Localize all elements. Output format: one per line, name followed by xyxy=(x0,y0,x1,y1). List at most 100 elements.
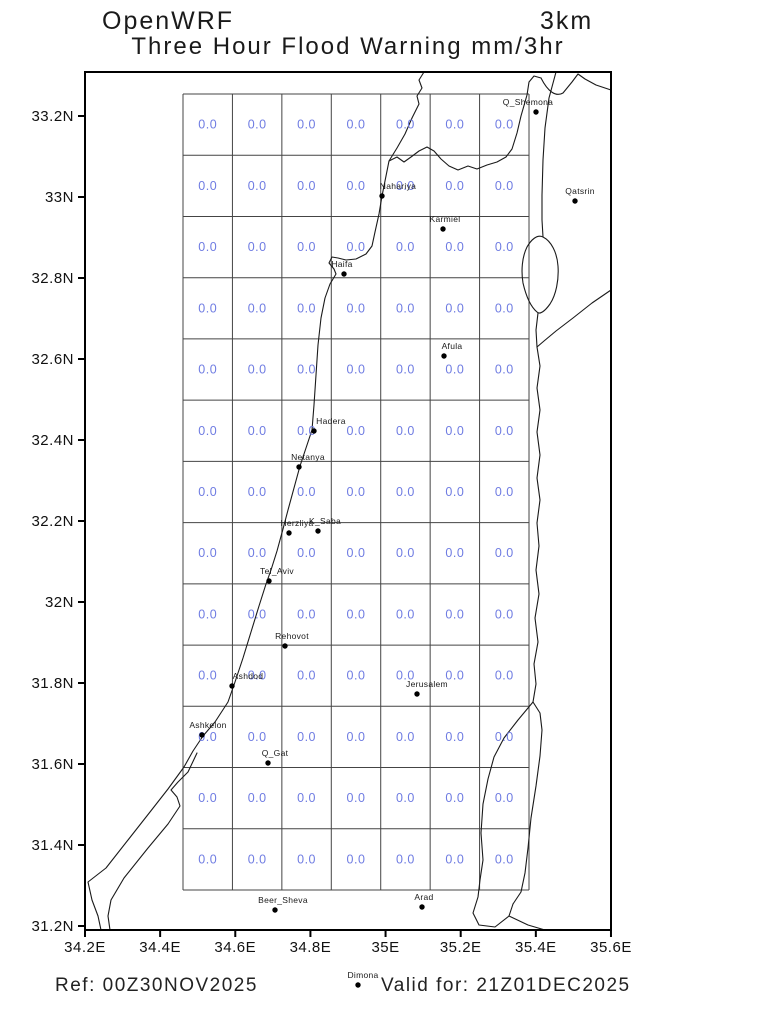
grid-value: 0.0 xyxy=(396,546,415,560)
x-axis-tick-label: 35E xyxy=(371,939,399,956)
city-marker-hadera xyxy=(311,428,317,434)
city-label-rehovot: Rehovot xyxy=(275,631,309,641)
y-axis-tick-label: 32.6N xyxy=(31,351,74,368)
city-label-arad: Arad xyxy=(414,892,433,902)
axis-labels-layer: 34.2E 34.4E 34.6E 34.8E 35E 35.2E 35.4E 35.6E 31… xyxy=(31,108,631,956)
grid-value: 0.0 xyxy=(445,669,464,683)
grid-value: 0.0 xyxy=(495,301,514,315)
grid-value: 0.0 xyxy=(495,791,514,805)
grid-value: 0.0 xyxy=(495,546,514,560)
model-name-title: OpenWRF xyxy=(102,7,235,35)
grid-value: 0.0 xyxy=(297,118,316,132)
city-marker-karmiel xyxy=(440,226,446,232)
hula-valley-path xyxy=(541,71,557,238)
reference-time-label: Ref: 00Z30NOV2025 xyxy=(55,975,258,996)
city-label-haifa: Haifa xyxy=(331,259,352,269)
y-axis-tick-label: 32.8N xyxy=(31,270,74,287)
grid-value: 0.0 xyxy=(396,852,415,866)
x-axis-tick-label: 35.2E xyxy=(440,939,482,956)
city-marker-tel_aviv xyxy=(266,578,272,584)
grid-value: 0.0 xyxy=(495,240,514,254)
grid-value: 0.0 xyxy=(248,852,267,866)
grid-value: 0.0 xyxy=(445,730,464,744)
grid-value: 0.0 xyxy=(396,424,415,438)
grid-value: 0.0 xyxy=(495,363,514,377)
grid-value: 0.0 xyxy=(297,852,316,866)
city-marker-ashkelon xyxy=(199,732,205,738)
grid-value: 0.0 xyxy=(198,363,217,377)
valid-time-label: Valid for: 21Z01DEC2025 xyxy=(381,975,631,996)
grid-values-layer: 0.0 0.0 0.0 0.0 0.0 0.0 0.0 0.0 0.0 0.0 0.0 0.0 0.0 0… xyxy=(198,118,513,867)
city-marker-afula xyxy=(441,353,447,359)
city-label-tel_aviv: Tel_Aviv xyxy=(260,566,294,576)
grid-value: 0.0 xyxy=(248,669,267,683)
city-marker-haifa xyxy=(341,271,347,277)
grid-value: 0.0 xyxy=(248,118,267,132)
grid-value: 0.0 xyxy=(495,607,514,621)
grid-value: 0.0 xyxy=(347,730,366,744)
city-label-hadera: Hadera xyxy=(316,416,346,426)
y-axis-tick-label: 31.2N xyxy=(31,918,74,935)
x-axis-tick-label: 34.6E xyxy=(214,939,256,956)
city-label-netanya: Netanya xyxy=(291,452,325,462)
grid-value: 0.0 xyxy=(248,791,267,805)
grid-value: 0.0 xyxy=(297,179,316,193)
city-markers-layer: Q_Shemona Qatsrin Nahariya Karmiel Haifa Aful… xyxy=(189,97,594,988)
grid-value: 0.0 xyxy=(248,607,267,621)
city-marker-k_saba xyxy=(315,528,321,534)
grid-value: 0.0 xyxy=(396,791,415,805)
grid-value: 0.0 xyxy=(198,791,217,805)
grid-value: 0.0 xyxy=(347,424,366,438)
y-axis-tick-label: 31.8N xyxy=(31,675,74,692)
city-label-jerusalem: Jerusalem xyxy=(406,679,448,689)
grid-value: 0.0 xyxy=(198,240,217,254)
jordan-river-upper-path xyxy=(535,312,539,348)
city-marker-netanya xyxy=(296,464,302,470)
grid-value: 0.0 xyxy=(347,669,366,683)
grid-value: 0.0 xyxy=(248,424,267,438)
grid-value: 0.0 xyxy=(495,669,514,683)
grid-value: 0.0 xyxy=(347,363,366,377)
grid-value: 0.0 xyxy=(198,607,217,621)
city-marker-nahariya xyxy=(379,193,385,199)
city-marker-qatsrin xyxy=(572,198,578,204)
y-axis-tick-label: 32.2N xyxy=(31,513,74,530)
city-marker-herzliya xyxy=(286,530,292,536)
city-label-qatsrin: Qatsrin xyxy=(565,186,595,196)
city-label-q_gat: Q_Gat xyxy=(262,748,289,758)
grid-value: 0.0 xyxy=(347,607,366,621)
grid-value: 0.0 xyxy=(297,791,316,805)
grid-value: 0.0 xyxy=(347,179,366,193)
grid-value: 0.0 xyxy=(347,240,366,254)
city-marker-ashdod xyxy=(229,683,235,689)
grid-value: 0.0 xyxy=(445,546,464,560)
grid-value: 0.0 xyxy=(445,118,464,132)
yarmouk-border-path xyxy=(536,289,612,348)
grid-value: 0.0 xyxy=(297,424,316,438)
grid-value: 0.0 xyxy=(445,179,464,193)
dead-sea-west-shore-path xyxy=(472,701,534,928)
grid-value: 0.0 xyxy=(495,852,514,866)
city-marker-rehovot xyxy=(282,643,288,649)
sea-of-galilee-path xyxy=(521,235,559,314)
grid-value: 0.0 xyxy=(445,607,464,621)
x-axis-tick-label: 34.4E xyxy=(139,939,181,956)
north-border-path xyxy=(540,73,612,95)
y-axis-tick-label: 31.4N xyxy=(31,837,74,854)
grid-value: 0.0 xyxy=(445,240,464,254)
chart-title: Three Hour Flood Warning mm/3hr xyxy=(131,33,565,60)
grid-value: 0.0 xyxy=(445,363,464,377)
grid-value: 0.0 xyxy=(396,179,415,193)
grid-value: 0.0 xyxy=(445,852,464,866)
grid-value: 0.0 xyxy=(396,118,415,132)
axis-ticks-layer xyxy=(78,115,612,937)
grid-value: 0.0 xyxy=(248,301,267,315)
city-label-ashdod: Ashdod xyxy=(233,671,264,681)
city-label-dimona: Dimona xyxy=(347,970,378,980)
x-axis-tick-label: 34.8E xyxy=(290,939,332,956)
grid-value: 0.0 xyxy=(297,301,316,315)
grid-value: 0.0 xyxy=(347,852,366,866)
city-marker-dimona xyxy=(355,982,361,988)
grid-value: 0.0 xyxy=(347,118,366,132)
